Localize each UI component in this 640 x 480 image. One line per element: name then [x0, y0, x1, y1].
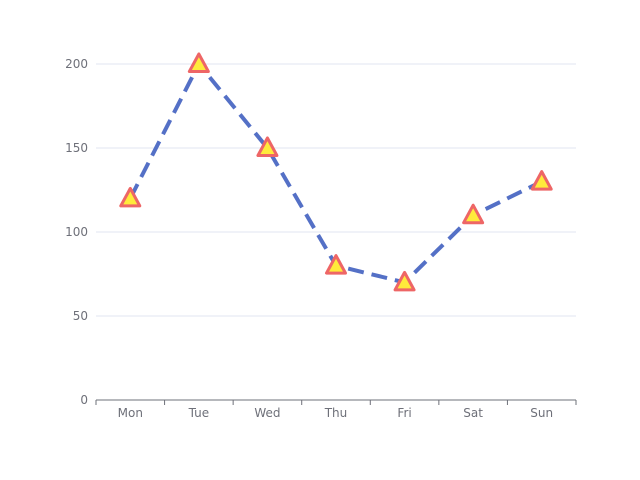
data-point-marker[interactable] [119, 186, 142, 208]
y-tick-label: 0 [80, 393, 88, 407]
data-point-marker[interactable] [393, 270, 416, 292]
x-tick-label: Wed [254, 406, 280, 420]
x-tick-label: Mon [118, 406, 143, 420]
marker-layer [119, 52, 553, 292]
data-point-marker[interactable] [530, 170, 553, 191]
y-tick-label: 50 [73, 309, 88, 323]
x-tick-label: Fri [397, 406, 411, 420]
y-tick-label: 150 [65, 141, 88, 155]
data-point-marker[interactable] [462, 203, 485, 225]
x-tick-label: Tue [188, 406, 210, 420]
x-tick-label: Sat [463, 406, 483, 420]
y-tick-label: 200 [65, 57, 88, 71]
data-point-marker[interactable] [325, 254, 347, 275]
y-axis-tick-labels: 0 50 100 150 200 [65, 57, 88, 407]
y-tick-label: 100 [65, 225, 88, 239]
x-tick-label: Thu [324, 406, 348, 420]
x-axis-tick-labels: Mon Tue Wed Thu Fri Sat Sun [95, 400, 577, 420]
series-layer [128, 62, 543, 285]
series-line [128, 62, 543, 285]
x-tick-label: Sun [530, 406, 553, 420]
data-point-marker[interactable] [187, 52, 210, 73]
data-point-marker[interactable] [256, 136, 279, 157]
grid-lines [96, 63, 576, 317]
